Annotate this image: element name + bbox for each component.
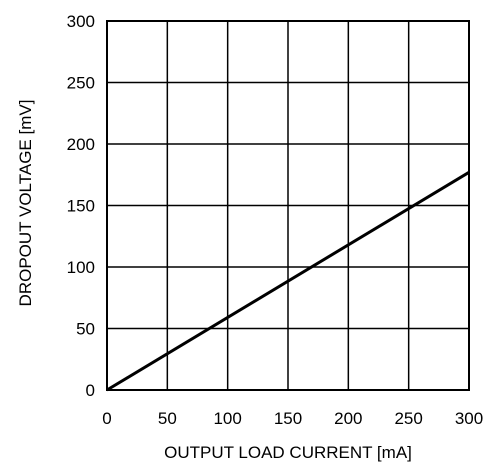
series-layer — [106, 171, 470, 392]
y-tick-label-2: 100 — [67, 258, 95, 277]
y-tick-label-5: 250 — [67, 74, 95, 93]
x-tick-label-5: 250 — [394, 409, 422, 428]
plot-frame — [106, 20, 470, 391]
y-tick-label-4: 200 — [67, 135, 95, 154]
x-tick-labels: 0 50 100 150 200 250 300 — [102, 409, 483, 428]
series-line-0 — [106, 171, 470, 392]
y-tick-label-0: 0 — [86, 381, 95, 400]
x-tick-label-6: 300 — [455, 409, 483, 428]
y-tick-label-6: 300 — [67, 12, 95, 31]
x-tick-label-1: 50 — [158, 409, 177, 428]
x-tick-label-4: 200 — [334, 409, 362, 428]
grid-lines — [107, 21, 469, 390]
y-axis-label: DROPOUT VOLTAGE [mV] — [16, 100, 35, 307]
x-tick-label-2: 100 — [213, 409, 241, 428]
x-tick-label-3: 150 — [274, 409, 302, 428]
y-tick-label-3: 150 — [67, 197, 95, 216]
y-tick-label-1: 50 — [76, 320, 95, 339]
y-tick-labels: 0 50 100 150 200 250 300 — [67, 12, 95, 400]
x-axis-label: OUTPUT LOAD CURRENT [mA] — [164, 443, 412, 462]
x-tick-label-0: 0 — [102, 409, 111, 428]
